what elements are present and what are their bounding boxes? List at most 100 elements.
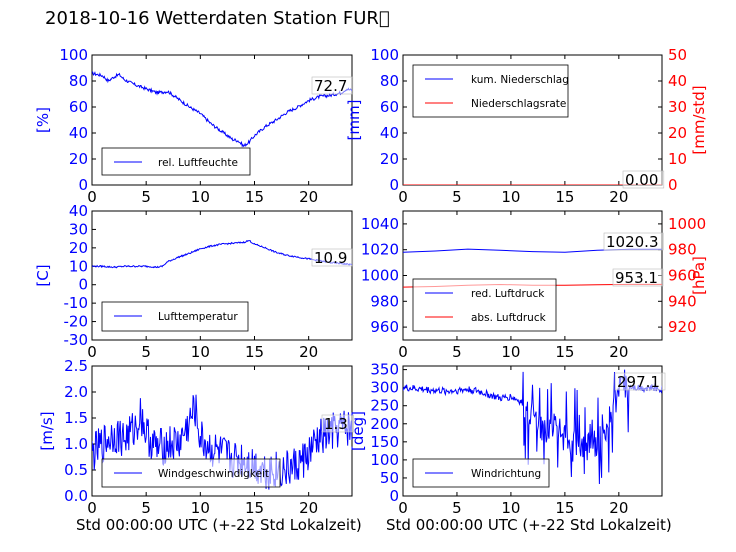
value-label-box <box>311 248 354 267</box>
value-label: 10.9 <box>314 249 347 267</box>
y-tick-label: 50 <box>380 469 399 487</box>
x-tick-label: 5 <box>452 343 462 361</box>
legend-entry: rel. Luftfeuchte <box>158 157 238 169</box>
y-tick-label: 2.5 <box>64 357 88 375</box>
y-tick-label: 0 <box>78 276 88 294</box>
x-tick-label: 20 <box>609 188 628 206</box>
y-tick-label: 980 <box>370 292 399 310</box>
y-tick-label: 60 <box>380 98 399 116</box>
y-tick-label: 100 <box>370 451 399 469</box>
y-right-tick-label: 0 <box>668 176 678 194</box>
y-axis-label: [m/s] <box>38 411 56 450</box>
x-tick-label: 10 <box>501 499 520 517</box>
x-tick-label: 5 <box>452 499 462 517</box>
x-tick-label: 15 <box>245 343 264 361</box>
y-tick-label: 40 <box>69 202 88 220</box>
y-tick-label: 60 <box>69 98 88 116</box>
value-label: 1.3 <box>324 415 348 433</box>
plot-frame-temperature <box>91 210 353 341</box>
x-axis-label-right: Std 00:00:00 UTC (+-22 Std Lokalzeit) <box>386 516 672 534</box>
legend-entry: Windgeschwindigkeit <box>158 468 269 480</box>
x-tick-label: 20 <box>299 499 318 517</box>
y-right-tick-label: 30 <box>668 98 687 116</box>
x-tick-label: 15 <box>555 188 574 206</box>
x-tick-label: 10 <box>501 343 520 361</box>
y-right-axis-label: [hPa] <box>690 256 708 295</box>
y-tick-label: 20 <box>380 150 399 168</box>
y-tick-label: 150 <box>370 433 399 451</box>
x-tick-label: 10 <box>191 188 210 206</box>
y-tick-label: 10 <box>69 257 88 275</box>
y-tick-label: 1020 <box>361 241 399 259</box>
y-tick-label: 1.5 <box>64 409 88 427</box>
y-tick-label: 0 <box>389 487 399 505</box>
y-right-axis-label: [mm/std] <box>690 85 708 154</box>
y-tick-label: 960 <box>370 318 399 336</box>
y-tick-label: 20 <box>69 239 88 257</box>
value-label-box <box>622 170 665 189</box>
x-tick-label: 10 <box>191 499 210 517</box>
y-axis-label: [mm] <box>345 100 363 141</box>
legend-entry: Lufttemperatur <box>158 311 238 323</box>
y-tick-label: 250 <box>370 397 399 415</box>
value-label: 72.7 <box>314 77 347 95</box>
y-right-tick-label: 980 <box>668 241 697 259</box>
legend-box <box>412 278 557 332</box>
y-right-tick-label: 920 <box>668 318 697 336</box>
x-tick-label: 20 <box>299 188 318 206</box>
y-right-tick-label: 20 <box>668 124 687 142</box>
y-tick-label: 300 <box>370 379 399 397</box>
legend-entry: kum. Niederschlag <box>471 74 569 86</box>
y-tick-label: 0 <box>389 176 399 194</box>
x-tick-label: 15 <box>245 188 264 206</box>
x-tick-label: 0 <box>87 499 97 517</box>
x-tick-label: 0 <box>87 343 97 361</box>
value-label: 0.00 <box>625 171 658 189</box>
y-tick-label: 0 <box>78 176 88 194</box>
series-line-windrichtung <box>403 369 662 485</box>
x-tick-label: 15 <box>555 499 574 517</box>
y-right-tick-label: 1000 <box>668 215 706 233</box>
x-axis-label-left: Std 00:00:00 UTC (+-22 Std Lokalzeit) <box>76 516 362 534</box>
x-tick-label: 20 <box>609 343 628 361</box>
x-tick-label: 0 <box>398 499 408 517</box>
y-tick-label: 40 <box>69 124 88 142</box>
y-tick-label: 1.0 <box>64 435 88 453</box>
x-tick-label: 15 <box>555 343 574 361</box>
y-tick-label: 1040 <box>361 215 399 233</box>
y-axis-label: [%] <box>34 107 52 133</box>
value-label-box <box>603 232 664 251</box>
y-tick-label: 0.5 <box>64 461 88 479</box>
y-axis-label: [C] <box>34 264 52 286</box>
y-tick-label: 80 <box>69 72 88 90</box>
x-tick-label: 0 <box>87 188 97 206</box>
y-tick-label: -30 <box>64 331 89 349</box>
x-tick-label: 5 <box>141 188 151 206</box>
value-label-box <box>321 414 354 433</box>
legend-entry: Windrichtung <box>471 468 541 480</box>
y-tick-label: 2.0 <box>64 383 88 401</box>
x-tick-label: 5 <box>141 343 151 361</box>
x-tick-label: 15 <box>245 499 264 517</box>
x-tick-label: 20 <box>299 343 318 361</box>
value-label: 953.1 <box>615 269 658 287</box>
y-tick-label: -10 <box>64 294 89 312</box>
y-tick-label: 20 <box>69 150 88 168</box>
chart-title: 2018-10-16 Wetterdaten Station FUR  <box>45 8 390 29</box>
y-tick-label: 100 <box>370 46 399 64</box>
y-tick-label: 100 <box>59 46 88 64</box>
plot-frame-winddirection <box>402 365 663 497</box>
y-tick-label: 350 <box>370 361 399 379</box>
legend-entry: red. Luftdruck <box>471 288 545 300</box>
value-label: 297.1 <box>617 373 660 391</box>
y-right-tick-label: 50 <box>668 46 687 64</box>
y-tick-label: 200 <box>370 415 399 433</box>
x-tick-label: 0 <box>398 188 408 206</box>
y-tick-label: 1000 <box>361 267 399 285</box>
y-right-tick-label: 10 <box>668 150 687 168</box>
series-line-rel-luftfeuchte <box>92 71 352 148</box>
x-tick-label: 0 <box>398 343 408 361</box>
x-tick-label: 20 <box>609 499 628 517</box>
y-axis-label: [deg] <box>349 411 367 451</box>
